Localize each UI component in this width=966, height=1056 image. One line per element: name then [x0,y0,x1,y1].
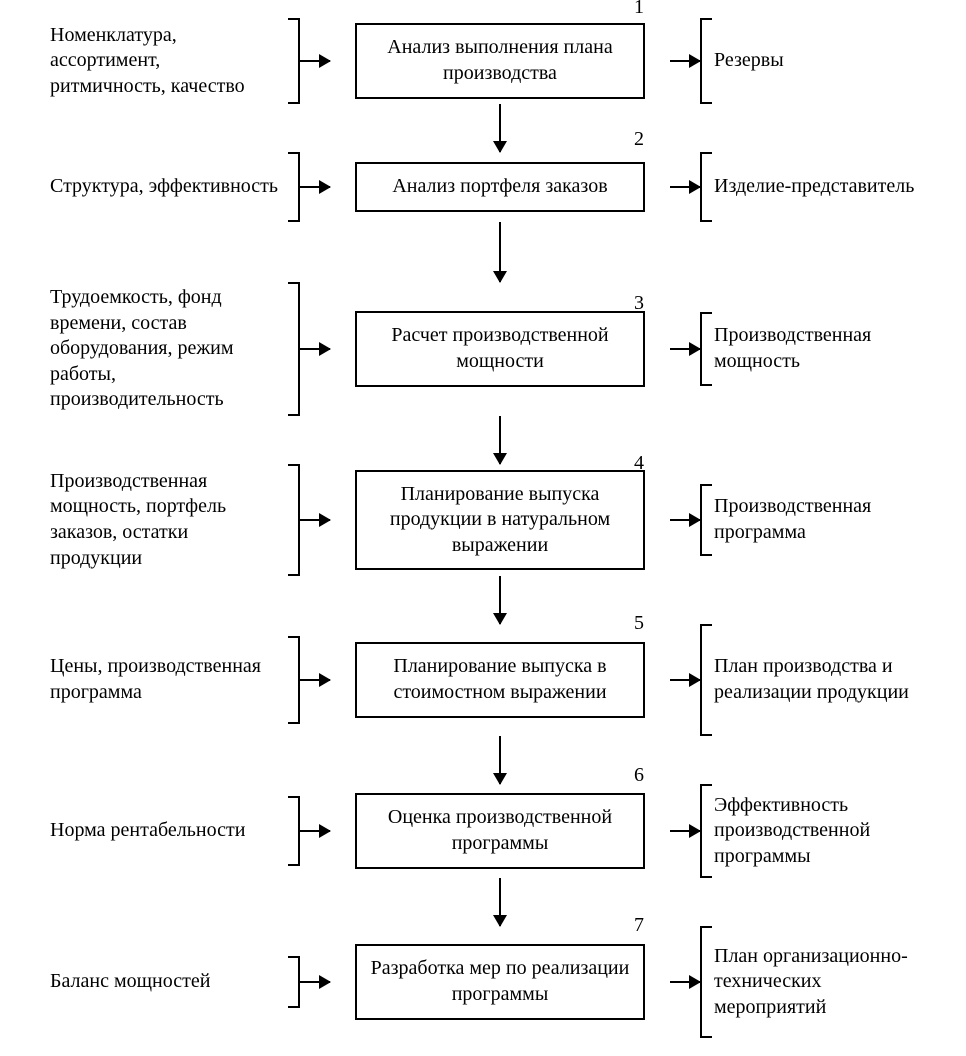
node-number-1: 1 [634,0,644,19]
arrow-right-icon [670,60,700,62]
input-text-1: Номенклатура, ассортимент, ритмичность, … [50,23,290,100]
node-box-1: Анализ выполнения плана производства [355,23,645,98]
node-col-6: 6 Оценка производственной программы [330,784,670,878]
step-row-7: Баланс мощностей 7 Разработка мер по реа… [50,926,936,1038]
right-bracket-icon [288,152,300,222]
left-bracket-icon [700,926,712,1038]
left-bracket-icon [700,18,712,104]
input-text-7: Баланс мощностей [50,969,220,995]
arrow-right-icon [670,830,700,832]
arrow-right-icon [300,679,330,681]
output-text-4: Производственная программа [714,494,930,545]
arrow-down-icon [499,222,501,282]
connector-row [50,736,936,784]
node-number-4: 4 [634,452,644,475]
left-bracket-icon [700,152,712,222]
input-bracket-1: Номенклатура, ассортимент, ритмичность, … [50,18,300,104]
node-number-2: 2 [634,128,644,151]
right-bracket-icon [288,464,300,576]
node-col-2: 2 Анализ портфеля заказов [330,152,670,222]
node-col-5: 5 Планирование выпуска в стоимостном выр… [330,624,670,736]
connector-row [50,416,936,464]
output-bracket-7: План организационно-технических мероприя… [700,926,930,1038]
node-col-4: 4 Планирование выпуска продукции в натур… [330,464,670,576]
output-text-5: План производства и реализации продукции [714,654,930,705]
output-bracket-6: Эффективность производственной программы [700,784,930,878]
left-bracket-icon [700,312,712,386]
output-text-3: Производственная мощность [714,323,930,374]
step-row-4: Производственная мощность, портфель зака… [50,464,936,576]
connector-row [50,104,936,152]
right-bracket-icon [288,282,300,416]
input-bracket-4: Производственная мощность, портфель зака… [50,464,300,576]
output-text-2: Изделие-представитель [714,174,914,200]
node-box-3: Расчет производственной мощности [355,311,645,386]
step-row-3: Трудоемкость, фонд времени, состав обору… [50,282,936,416]
arrow-right-icon [670,519,700,521]
input-bracket-7: Баланс мощностей [50,926,300,1038]
node-number-6: 6 [634,764,644,787]
flowchart-page: Номенклатура, ассортимент, ритмичность, … [0,0,966,1056]
output-bracket-3: Производственная мощность [700,282,930,416]
arrow-down-icon [499,576,501,624]
step-row-6: Норма рентабельности 6 Оценка производст… [50,784,936,878]
input-text-6: Норма рентабельности [50,818,255,844]
node-number-7: 7 [634,914,644,937]
arrow-right-icon [670,679,700,681]
input-text-2: Структура, эффективность [50,174,288,200]
node-box-4: Планирование выпуска продукции в натурал… [355,470,645,571]
connector-row [50,878,936,926]
arrow-down-icon [499,416,501,464]
arrow-right-icon [300,981,330,983]
left-bracket-icon [700,624,712,736]
connector-row [50,576,936,624]
input-bracket-3: Трудоемкость, фонд времени, состав обору… [50,282,300,416]
connector-row [50,222,936,282]
output-bracket-1: Резервы [700,18,930,104]
arrow-gap [670,18,700,104]
arrow-right-icon [300,519,330,521]
output-bracket-2: Изделие-представитель [700,152,930,222]
arrow-right-icon [300,186,330,188]
input-bracket-6: Норма рентабельности [50,784,300,878]
right-bracket-icon [288,796,300,866]
node-box-7: Разработка мер по реализации программы [355,944,645,1019]
right-bracket-icon [288,636,300,724]
step-row-5: Цены, производственная программа 5 Плани… [50,624,936,736]
input-bracket-5: Цены, производственная программа [50,624,300,736]
output-bracket-5: План производства и реализации продукции [700,624,930,736]
arrow-right-icon [300,60,330,62]
node-box-5: Планирование выпуска в стоимостном выраж… [355,642,645,717]
input-text-3: Трудоемкость, фонд времени, состав обору… [50,285,290,413]
output-bracket-4: Производственная программа [700,464,930,576]
arrow-down-icon [499,878,501,926]
node-number-3: 3 [634,292,644,315]
output-text-1: Резервы [714,48,784,74]
arrow-gap [300,18,330,104]
step-row-1: Номенклатура, ассортимент, ритмичность, … [50,18,936,104]
input-bracket-2: Структура, эффективность [50,152,300,222]
node-number-5: 5 [634,612,644,635]
left-bracket-icon [700,484,712,556]
left-bracket-icon [700,784,712,878]
step-row-2: Структура, эффективность 2 Анализ портфе… [50,152,936,222]
node-col-3: 3 Расчет производственной мощности [330,282,670,416]
node-col-1: 1 Анализ выполнения плана производства [330,18,670,104]
arrow-right-icon [670,186,700,188]
node-box-6: Оценка производственной программы [355,793,645,868]
arrow-right-icon [300,830,330,832]
node-box-2: Анализ портфеля заказов [355,162,645,212]
node-col-7: 7 Разработка мер по реализации программы [330,926,670,1038]
arrow-right-icon [300,348,330,350]
arrow-down-icon [499,736,501,784]
output-text-7: План организационно-технических мероприя… [714,944,930,1021]
input-text-4: Производственная мощность, портфель зака… [50,469,290,571]
output-text-6: Эффективность производственной программы [714,793,930,870]
right-bracket-icon [288,956,300,1008]
right-bracket-icon [288,18,300,104]
arrow-down-icon [499,104,501,152]
arrow-right-icon [670,981,700,983]
input-text-5: Цены, производственная программа [50,654,290,705]
arrow-right-icon [670,348,700,350]
